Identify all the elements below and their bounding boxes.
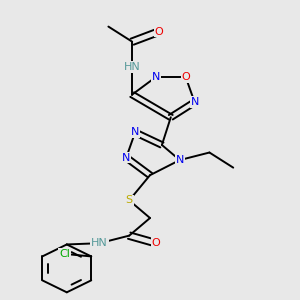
Text: HN: HN <box>124 62 140 72</box>
Text: N: N <box>176 155 184 165</box>
Text: N: N <box>131 128 139 137</box>
Text: S: S <box>126 195 133 206</box>
Text: N: N <box>190 97 199 107</box>
Text: O: O <box>154 27 163 37</box>
Text: N: N <box>122 153 130 163</box>
Text: O: O <box>181 72 190 82</box>
Text: HN: HN <box>91 238 108 248</box>
Text: Cl: Cl <box>59 249 70 259</box>
Text: O: O <box>152 238 160 248</box>
Text: N: N <box>152 72 160 82</box>
